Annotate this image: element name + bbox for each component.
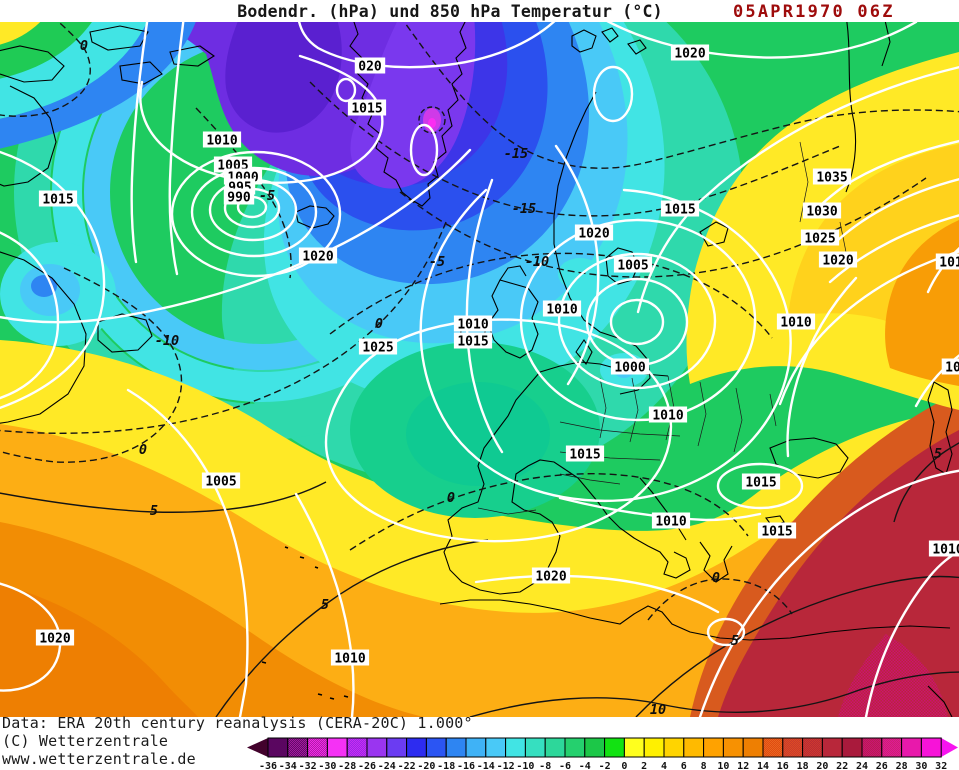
svg-text:0: 0 — [621, 761, 627, 770]
svg-text:-22: -22 — [398, 761, 416, 770]
svg-text:0: 0 — [375, 316, 383, 332]
svg-text:1005: 1005 — [205, 475, 236, 490]
svg-text:-12: -12 — [497, 761, 515, 770]
svg-text:1015: 1015 — [351, 102, 382, 117]
svg-text:24: 24 — [856, 761, 868, 770]
svg-text:0: 0 — [139, 442, 147, 458]
pressure-contour-labels: 0201015101010051000995990101510201020101… — [35, 44, 959, 667]
isobars — [0, 22, 959, 717]
svg-text:-20: -20 — [417, 761, 435, 770]
svg-text:10: 10 — [717, 761, 729, 770]
svg-text:-5: -5 — [259, 188, 275, 204]
svg-text:-15: -15 — [512, 201, 536, 217]
svg-text:10: 10 — [945, 361, 959, 376]
svg-text:16: 16 — [777, 761, 789, 770]
svg-text:-30: -30 — [318, 761, 336, 770]
svg-text:26: 26 — [876, 761, 888, 770]
svg-text:1015: 1015 — [664, 203, 695, 218]
svg-text:22: 22 — [836, 761, 848, 770]
temperature-shading — [0, 22, 959, 717]
svg-text:1025: 1025 — [804, 232, 835, 247]
svg-text:1015: 1015 — [457, 335, 488, 350]
svg-text:6: 6 — [681, 761, 687, 770]
map-title: Bodendr. (hPa) und 850 hPa Temperatur (°… — [237, 2, 663, 21]
svg-text:1025: 1025 — [362, 341, 393, 356]
svg-text:-10: -10 — [516, 761, 534, 770]
svg-text:5: 5 — [321, 597, 329, 613]
temperature-contour-labels: -15 -15 -10 -10 -5 -5 0 0 0 0 5 5 0 5 10 5 — [80, 38, 942, 717]
isotherms — [0, 22, 959, 717]
colorbar-left-arrow-icon — [247, 738, 268, 757]
svg-text:1020: 1020 — [39, 632, 70, 647]
svg-text:5: 5 — [150, 503, 158, 519]
svg-text:1015: 1015 — [745, 476, 776, 491]
svg-text:1015: 1015 — [761, 525, 792, 540]
svg-text:-5: -5 — [429, 254, 445, 270]
svg-text:5: 5 — [934, 446, 942, 462]
svg-text:-14: -14 — [477, 761, 495, 770]
svg-text:1015: 1015 — [42, 193, 73, 208]
svg-text:5: 5 — [731, 633, 739, 649]
svg-text:-24: -24 — [378, 761, 396, 770]
colorbar-right-arrow-icon — [941, 738, 958, 757]
svg-text:20: 20 — [816, 761, 828, 770]
svg-text:1020: 1020 — [535, 570, 566, 585]
svg-text:30: 30 — [915, 761, 927, 770]
svg-text:020: 020 — [358, 60, 382, 75]
svg-text:1010: 1010 — [206, 134, 237, 149]
svg-text:-36: -36 — [259, 761, 277, 770]
svg-text:1000: 1000 — [614, 361, 645, 376]
svg-text:1010: 1010 — [546, 303, 577, 318]
svg-text:1010: 1010 — [655, 515, 686, 530]
svg-text:101: 101 — [939, 256, 959, 271]
map-datetime: 05APR1970 06Z — [733, 2, 895, 22]
svg-text:1020: 1020 — [822, 254, 853, 269]
svg-text:-10: -10 — [155, 333, 179, 349]
svg-text:-28: -28 — [338, 761, 356, 770]
svg-text:12: 12 — [737, 761, 749, 770]
svg-text:0: 0 — [447, 490, 455, 506]
svg-text:1020: 1020 — [302, 250, 333, 265]
svg-text:-2: -2 — [599, 761, 611, 770]
copyright-line: (C) Wetterzentrale — [2, 732, 169, 750]
svg-text:0: 0 — [80, 38, 88, 54]
svg-text:-32: -32 — [299, 761, 317, 770]
svg-text:18: 18 — [797, 761, 809, 770]
svg-text:10: 10 — [650, 702, 666, 717]
svg-text:-26: -26 — [358, 761, 376, 770]
svg-text:2: 2 — [641, 761, 647, 770]
svg-text:1030: 1030 — [806, 205, 837, 220]
svg-text:1035: 1035 — [816, 171, 847, 186]
svg-text:32: 32 — [935, 761, 947, 770]
svg-text:0: 0 — [712, 570, 720, 586]
data-source-line: Data: ERA 20th century reanalysis (CERA-… — [2, 714, 473, 732]
svg-text:28: 28 — [896, 761, 908, 770]
svg-text:-16: -16 — [457, 761, 475, 770]
website-line: www.wetterzentrale.de — [2, 750, 196, 768]
svg-text:-34: -34 — [279, 761, 297, 770]
svg-text:-6: -6 — [559, 761, 571, 770]
svg-text:1020: 1020 — [674, 47, 705, 62]
svg-text:1010: 1010 — [932, 543, 959, 558]
svg-text:1005: 1005 — [617, 259, 648, 274]
svg-text:1015: 1015 — [569, 448, 600, 463]
svg-text:1010: 1010 — [334, 652, 365, 667]
svg-text:-8: -8 — [539, 761, 551, 770]
svg-text:-15: -15 — [504, 146, 528, 162]
svg-text:-18: -18 — [437, 761, 455, 770]
svg-text:8: 8 — [701, 761, 707, 770]
svg-text:4: 4 — [661, 761, 667, 770]
svg-text:1020: 1020 — [578, 227, 609, 242]
svg-text:990: 990 — [227, 191, 251, 206]
svg-text:1010: 1010 — [457, 318, 488, 333]
svg-text:1010: 1010 — [780, 316, 811, 331]
svg-text:-10: -10 — [525, 254, 549, 270]
svg-text:14: 14 — [757, 761, 769, 770]
svg-text:1010: 1010 — [652, 409, 683, 424]
svg-text:-4: -4 — [579, 761, 591, 770]
temperature-colorbar: -36 -34 -32 -30 -28 -26 -24 -22 -20 -18 -16 -14 -12-… — [247, 737, 958, 770]
